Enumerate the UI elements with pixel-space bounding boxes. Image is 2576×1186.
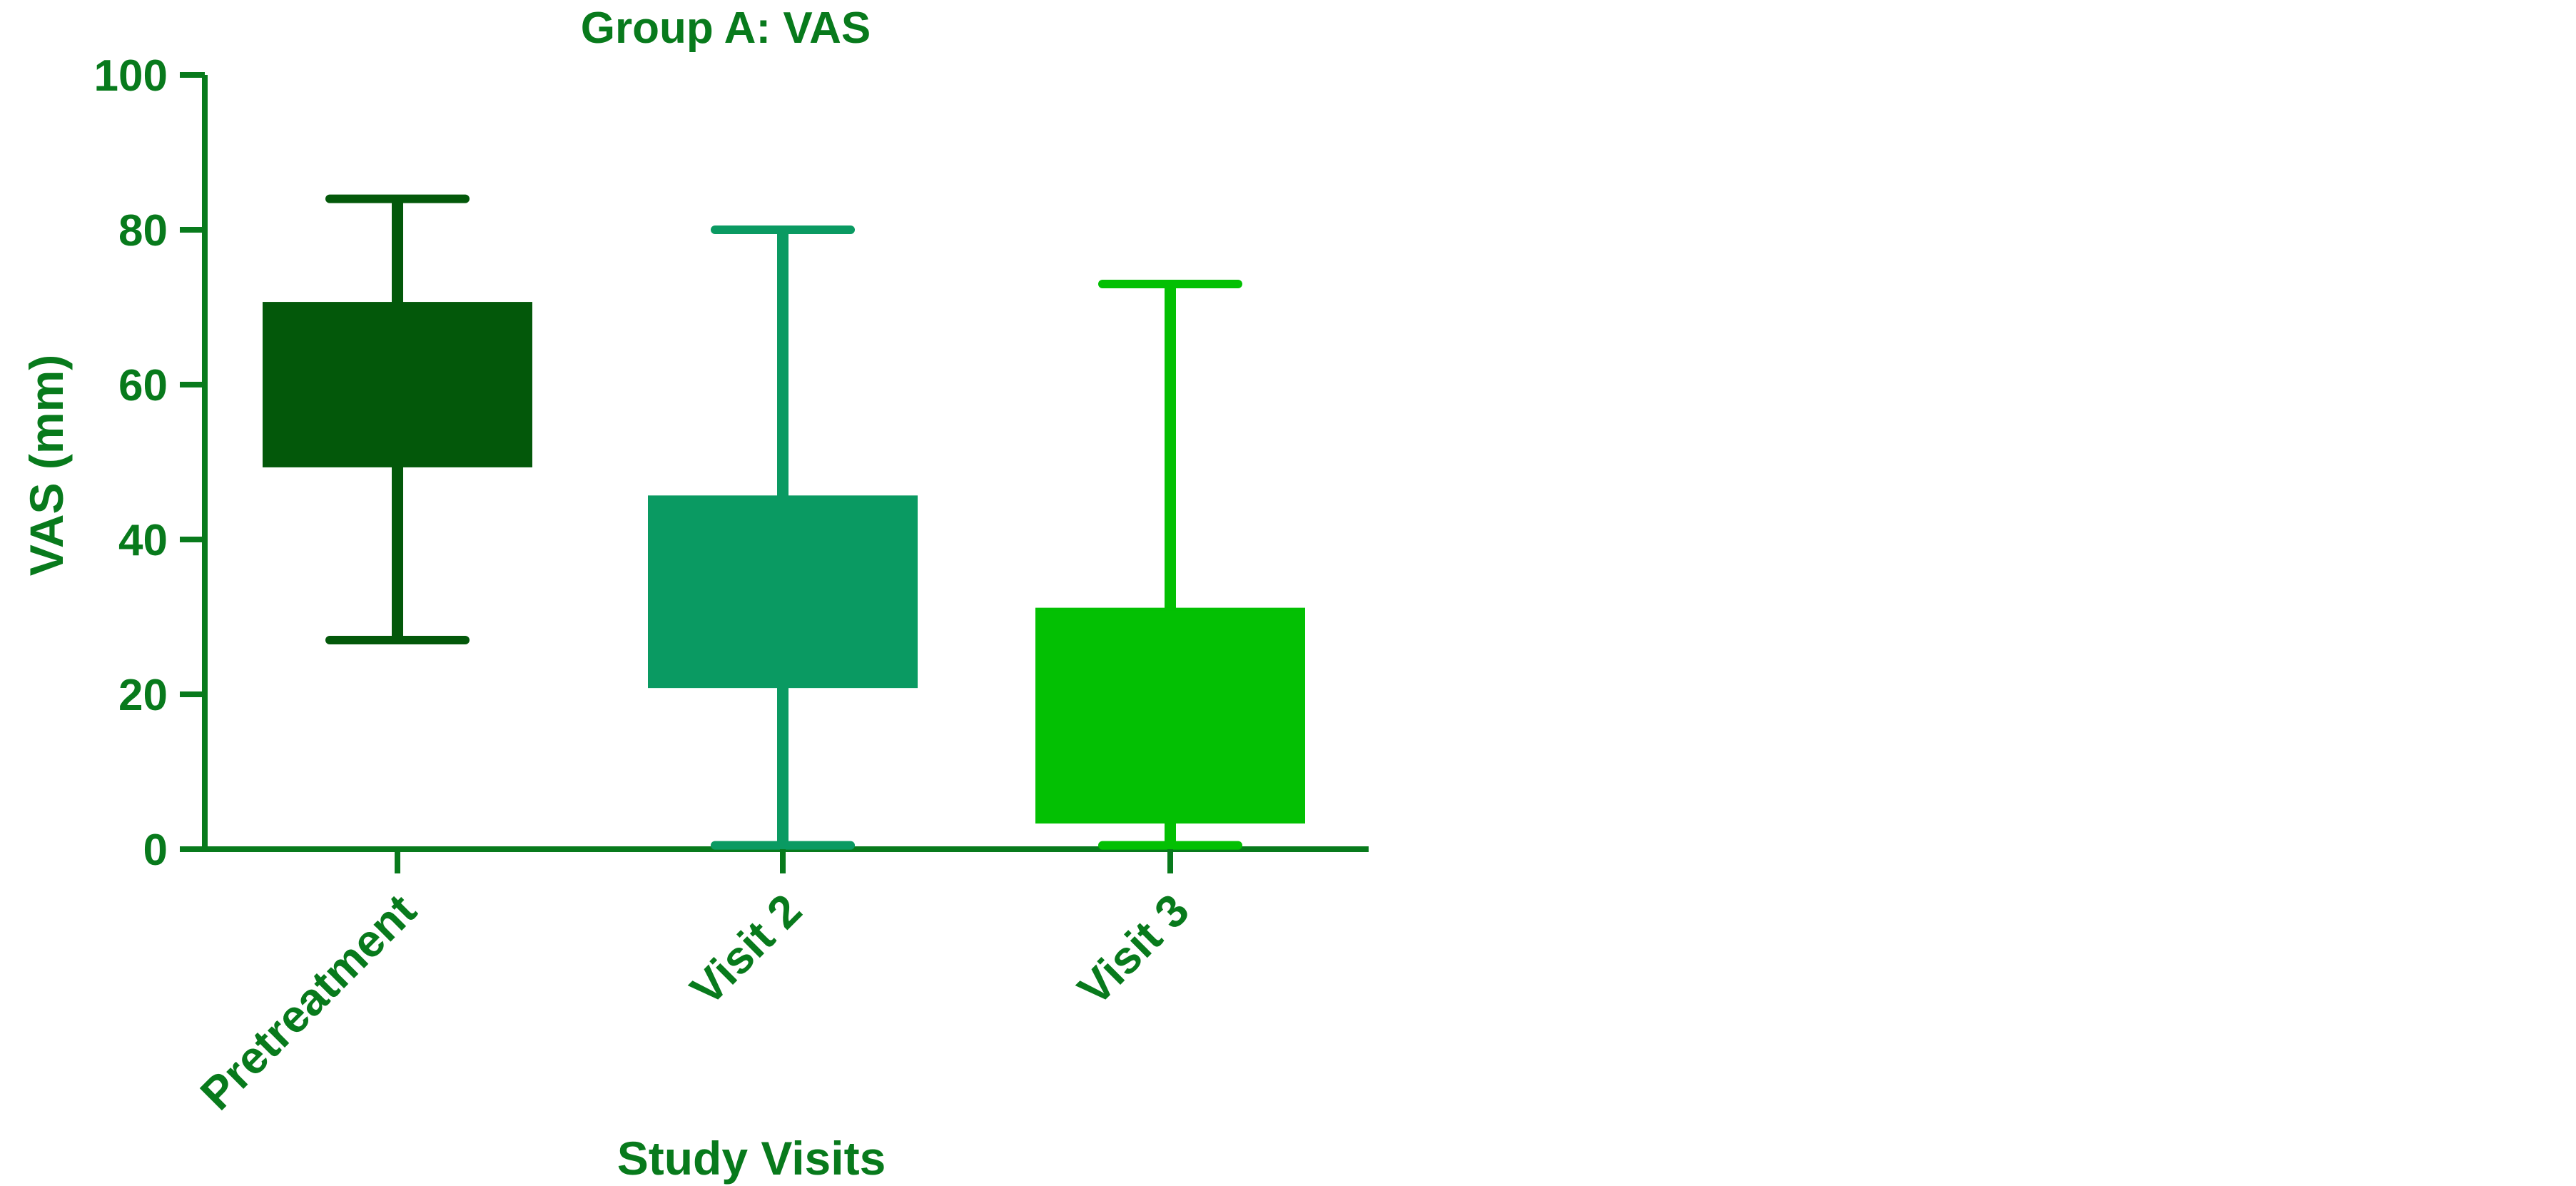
- y-tick-label: 100: [94, 51, 168, 101]
- y-axis-label: VAS (mm): [20, 355, 73, 576]
- y-tick-label: 0: [143, 826, 168, 875]
- y-tick-label: 40: [118, 516, 168, 565]
- x-axis-label: Study Visits: [617, 1132, 886, 1185]
- plot-area: 0 20 40 60 80 100 Pretreatment Visit 2 Visit 3: [94, 51, 1369, 1120]
- box-iqr: [1035, 607, 1305, 824]
- x-tick-label: Visit 3: [1068, 884, 1198, 1015]
- box-iqr: [263, 302, 532, 467]
- chart-title: Group A: VAS: [581, 4, 871, 53]
- y-tick-label: 80: [118, 206, 168, 255]
- y-tick-label: 20: [118, 671, 168, 720]
- x-tick-label: Pretreatment: [191, 884, 426, 1120]
- x-tick-label: Visit 2: [680, 884, 811, 1015]
- y-tick-label: 60: [118, 361, 168, 410]
- box-iqr: [648, 495, 918, 689]
